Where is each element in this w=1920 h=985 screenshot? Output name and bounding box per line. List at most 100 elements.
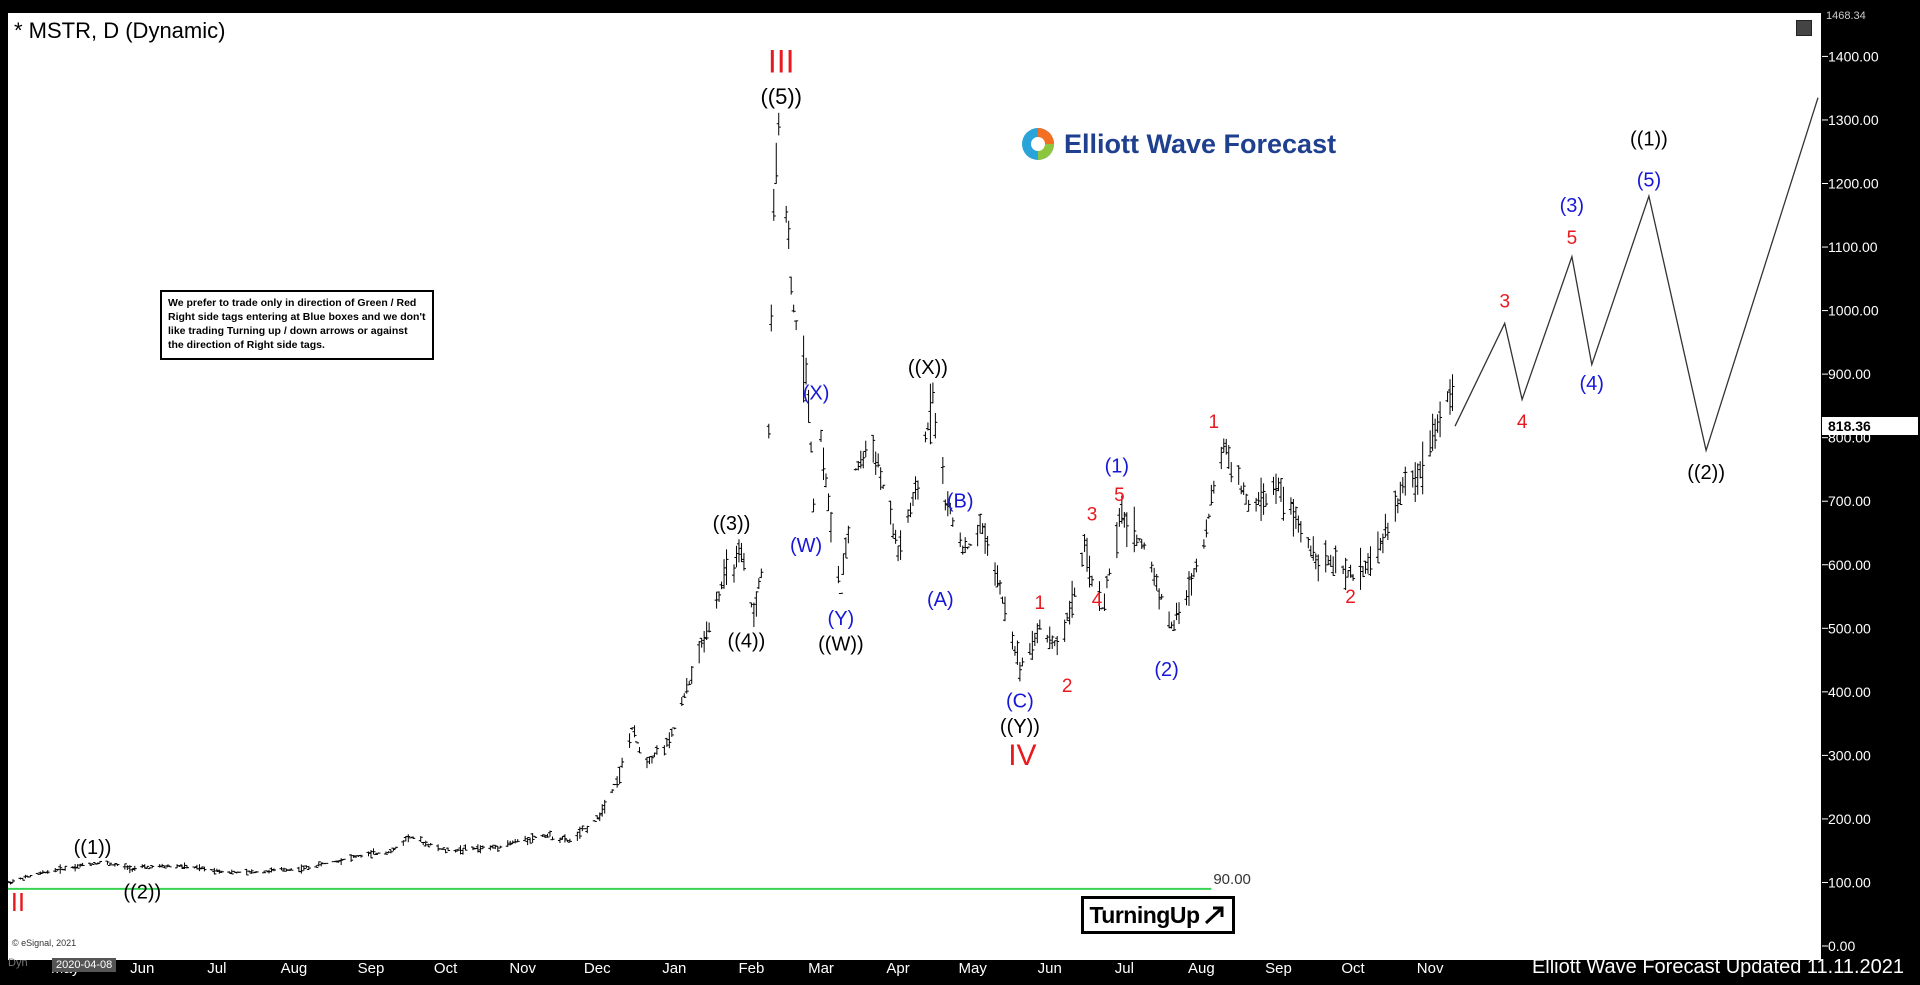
ohlc-bar xyxy=(878,467,883,490)
y-tick-label: 400.00 xyxy=(1828,684,1871,700)
ohlc-bar xyxy=(1030,630,1035,660)
ohlc-bar xyxy=(1067,600,1072,625)
ohlc-bar xyxy=(928,383,933,445)
ohlc-bar xyxy=(1323,540,1328,573)
wave-label: ((Y)) xyxy=(1000,716,1040,738)
ohlc-bar xyxy=(1189,573,1194,596)
ohlc-bar xyxy=(267,869,272,874)
ohlc-bar xyxy=(687,681,692,686)
ohlc-bar xyxy=(453,849,458,853)
ohlc-bar xyxy=(279,867,284,871)
ohlc-bar xyxy=(1080,552,1085,567)
ohlc-bar xyxy=(112,863,117,867)
ohlc-bar xyxy=(1430,413,1435,451)
ohlc-bar xyxy=(562,834,567,843)
ohlc-bar xyxy=(523,835,528,842)
ohlc-bar xyxy=(1090,575,1095,587)
ohlc-bar xyxy=(376,852,381,854)
ohlc-bar xyxy=(861,451,866,469)
ohlc-bar xyxy=(1114,522,1119,559)
ohlc-bar xyxy=(682,693,687,698)
ohlc-bar xyxy=(38,871,43,875)
ohlc-bar xyxy=(1415,463,1420,495)
ohlc-bar xyxy=(995,565,1000,588)
ohlc-bar xyxy=(1326,555,1331,566)
ohlc-bar xyxy=(672,727,677,730)
ohlc-bar xyxy=(540,834,545,837)
ohlc-bar xyxy=(334,860,339,863)
ohlc-bar xyxy=(423,840,428,847)
ohlc-bar xyxy=(906,509,911,523)
ohlc-bar xyxy=(1047,626,1052,650)
ohlc-bar xyxy=(299,864,304,874)
ohlc-bar xyxy=(841,553,846,575)
ohlc-bar xyxy=(610,789,615,794)
ohlc-bar xyxy=(446,847,451,852)
x-tick-label: Nov xyxy=(509,960,536,977)
ohlc-bar xyxy=(548,830,553,837)
ohlc-bar xyxy=(142,864,147,869)
wave-label: ((1)) xyxy=(1630,128,1668,150)
ohlc-bar xyxy=(1378,538,1383,551)
ohlc-bar xyxy=(913,476,918,500)
ohlc-bar xyxy=(1020,657,1025,667)
trading-note: We prefer to trade only in direction of … xyxy=(160,290,434,360)
ohlc-bar xyxy=(1002,596,1007,622)
ohlc-bar xyxy=(157,864,162,868)
ohlc-bar xyxy=(615,776,620,788)
ohlc-bar xyxy=(1037,619,1042,630)
ohlc-bar xyxy=(1365,553,1370,574)
window-icon[interactable] xyxy=(1796,20,1812,36)
ohlc-bar xyxy=(513,838,518,844)
ohlc-bar xyxy=(1134,534,1139,546)
ohlc-bar xyxy=(132,865,137,871)
ohlc-bar xyxy=(1361,565,1366,578)
ohlc-bar xyxy=(893,529,898,544)
wave-label: 4 xyxy=(1092,590,1103,611)
ohlc-bar xyxy=(391,847,396,852)
ohlc-bar xyxy=(577,826,582,839)
ohlc-bar xyxy=(78,863,83,868)
ohlc-bar xyxy=(1097,581,1102,611)
ohlc-bar xyxy=(557,837,562,844)
ohlc-bar xyxy=(1383,513,1388,538)
wave-label: ((1)) xyxy=(74,837,112,859)
ohlc-bar xyxy=(751,602,756,627)
ohlc-bar xyxy=(1191,568,1196,578)
ohlc-bar xyxy=(1119,495,1124,524)
last-price-label: 818.36 xyxy=(1828,418,1871,434)
ohlc-bar xyxy=(983,523,988,554)
ohlc-bar xyxy=(950,517,955,527)
ohlc-bar xyxy=(731,564,736,583)
ohlc-bar xyxy=(649,755,654,764)
ohlc-bar xyxy=(140,864,145,869)
turning-up-badge: TurningUp xyxy=(1081,896,1235,934)
logo-swirl-icon xyxy=(1022,128,1054,160)
arrow-up-right-icon xyxy=(1204,906,1224,925)
ohlc-bar xyxy=(40,870,45,874)
ohlc-bar xyxy=(289,868,294,871)
ohlc-bar xyxy=(1385,522,1390,541)
ohlc-bar xyxy=(460,847,465,855)
x-tick-label: Oct xyxy=(434,960,458,977)
ohlc-bar xyxy=(754,591,759,617)
ohlc-bar xyxy=(1341,565,1346,575)
ohlc-bar xyxy=(212,867,217,875)
ohlc-bar xyxy=(488,845,493,851)
ohlc-bar xyxy=(958,532,963,548)
x-tick-label: Jun xyxy=(130,960,154,977)
ohlc-bar xyxy=(1219,446,1224,470)
ohlc-bar xyxy=(567,838,572,843)
ohlc-bar xyxy=(463,844,468,851)
ohlc-bar xyxy=(182,862,187,869)
ohlc-bar xyxy=(1065,612,1070,622)
ohlc-bar xyxy=(428,842,433,846)
ohlc-bar xyxy=(1403,466,1408,496)
y-tick-label: 100.00 xyxy=(1828,874,1871,890)
ohlc-bar xyxy=(1333,545,1338,574)
chart-panel[interactable] xyxy=(8,13,1821,960)
ohlc-bar xyxy=(888,500,893,525)
ohlc-bar xyxy=(1102,593,1107,612)
ohlc-bar xyxy=(930,382,935,404)
